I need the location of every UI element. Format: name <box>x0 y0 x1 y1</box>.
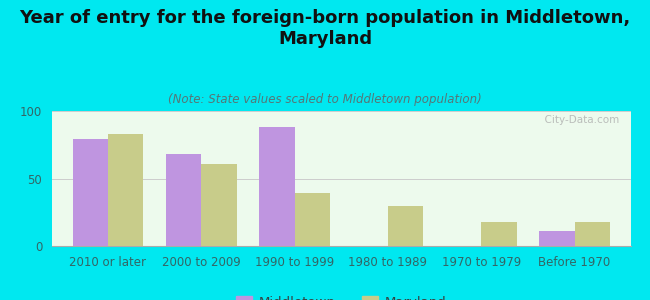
Bar <box>388 206 423 246</box>
Bar <box>481 222 517 246</box>
Text: Year of entry for the foreign-born population in Middletown,
Maryland: Year of entry for the foreign-born popul… <box>20 9 630 48</box>
Text: City-Data.com: City-Data.com <box>538 115 619 125</box>
Bar <box>108 134 144 246</box>
Bar <box>202 164 237 246</box>
Text: (Note: State values scaled to Middletown population): (Note: State values scaled to Middletown… <box>168 93 482 106</box>
Bar <box>575 222 610 246</box>
Bar <box>539 231 575 246</box>
Bar <box>259 127 294 246</box>
Bar <box>294 193 330 246</box>
Bar <box>166 154 202 246</box>
Bar <box>73 139 108 246</box>
Legend: Middletown, Maryland: Middletown, Maryland <box>231 290 452 300</box>
